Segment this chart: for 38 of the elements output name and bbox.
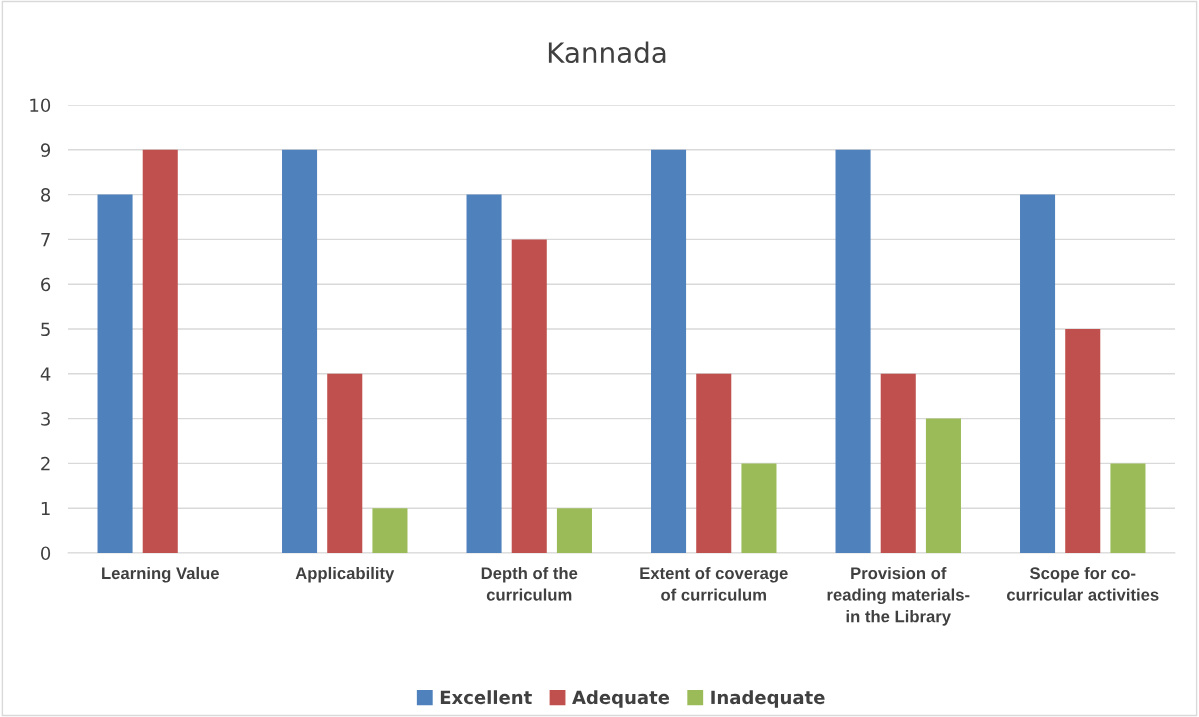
y-tick-label: 10 (30, 98, 51, 113)
bar (511, 239, 547, 553)
chart-title: Kannada (548, 41, 666, 64)
bar (466, 194, 502, 553)
y-tick-label: 6 (41, 277, 51, 292)
y-tick-label: 5 (41, 322, 50, 337)
bar (925, 418, 961, 553)
x-tick-label: Applicability (295, 566, 395, 583)
bar (880, 373, 916, 553)
bar (1110, 463, 1146, 553)
bar (1065, 329, 1101, 553)
x-tick-label: Extent of coverage of curriculum (640, 566, 788, 601)
bar (741, 463, 777, 553)
bar (142, 149, 178, 553)
bar (835, 149, 871, 553)
bar (1020, 194, 1056, 553)
bar (97, 194, 133, 553)
y-tick-label: 8 (41, 188, 51, 202)
legend-label: Inadequate (711, 690, 825, 708)
x-tick-label: Depth of the curriculum (481, 566, 578, 601)
bar (556, 508, 592, 553)
x-tick-label: Learning Value (102, 566, 219, 583)
y-tick-label: 1 (41, 501, 50, 516)
legend-label: Adequate (572, 690, 670, 708)
y-tick-label: 4 (40, 367, 51, 381)
bar (372, 508, 408, 553)
y-tick-label: 2 (41, 456, 50, 471)
y-tick-label: 7 (41, 233, 50, 247)
bar (696, 373, 732, 553)
y-tick-label: 3 (41, 412, 50, 426)
y-tick-label: 0 (41, 546, 51, 561)
bar (327, 373, 363, 553)
bar (651, 149, 687, 553)
x-tick-label: Scope for co- curricular activities (1006, 566, 1159, 601)
bar (282, 149, 318, 553)
x-tick-label: Provision of reading materials- in the Library (827, 566, 970, 626)
legend-label: Excellent (440, 690, 532, 705)
y-tick-label: 9 (40, 143, 51, 157)
